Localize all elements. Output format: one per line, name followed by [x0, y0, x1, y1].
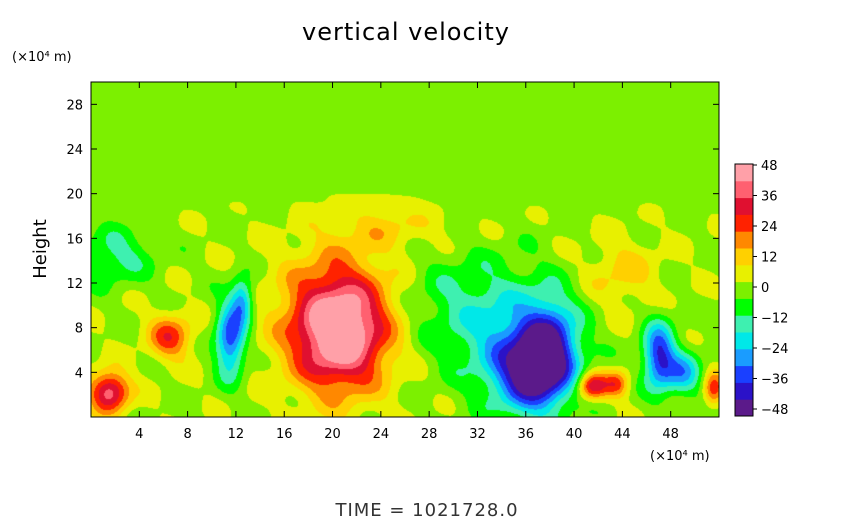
x-tick-label: 28: [421, 427, 438, 442]
colorbar-swatches: [735, 164, 753, 417]
colorbar-swatch: [735, 164, 753, 182]
colorbar-label: 36: [761, 190, 778, 205]
colorbar-swatch: [735, 348, 753, 367]
x-tick-label: 40: [566, 427, 583, 442]
x-tick-label: 8: [183, 427, 191, 442]
y-tick-label: 28: [66, 98, 83, 113]
colorbar-frame: [734, 163, 754, 417]
x-tick-label: 44: [614, 427, 631, 442]
colorbar-label: −12: [761, 312, 788, 327]
time-label: TIME = 1021728.0: [334, 500, 518, 519]
colorbar-swatch: [735, 214, 753, 232]
x-tick-label: 24: [373, 427, 390, 442]
x-tick-label: 16: [276, 427, 293, 442]
colorbar-swatch: [735, 382, 753, 400]
colorbar-swatch: [735, 399, 753, 417]
colorbar-swatch: [735, 264, 753, 283]
colorbar-swatch: [735, 180, 753, 199]
y-tick-label: 4: [75, 366, 83, 381]
velocity-field-image: [91, 82, 719, 417]
x-tick-label: 48: [662, 427, 679, 442]
colorbar-swatch: [735, 332, 753, 350]
colorbar-label: −24: [761, 342, 788, 357]
x-tick-label: 4: [135, 427, 143, 442]
colorbar-label: 0: [761, 281, 769, 296]
colorbar-label: 48: [761, 159, 778, 174]
plot-frame: [90, 81, 720, 418]
x-axis-ticks: 4 8 12 16 20 24 28 32 36 40 44 48: [135, 82, 679, 442]
y-axis-ticks: 4 8 12 16 20 24 28: [66, 98, 719, 381]
colorbar-swatch: [735, 248, 753, 266]
colorbar: 48 36 24 12 0 −12 −24 −36 −48: [734, 159, 788, 418]
y-tick-label: 20: [66, 188, 83, 203]
x-axis-unit: (×10⁴ m): [650, 449, 710, 464]
colorbar-swatch: [735, 365, 753, 383]
colorbar-label: −36: [761, 373, 788, 388]
y-axis-label: Height: [30, 219, 51, 279]
y-tick-label: 8: [75, 322, 83, 337]
colorbar-swatch: [735, 315, 753, 333]
y-axis-unit: (×10⁴ m): [12, 50, 72, 65]
colorbar-swatch: [735, 231, 753, 249]
x-tick-label: 36: [517, 427, 534, 442]
colorbar-label: −48: [761, 403, 788, 418]
heatmap-plot-area: [90, 81, 720, 418]
colorbar-label: 12: [761, 251, 778, 266]
colorbar-swatch: [735, 281, 753, 299]
colorbar-swatch: [735, 197, 753, 215]
y-tick-label: 12: [66, 277, 83, 292]
y-tick-label: 16: [66, 232, 83, 247]
x-tick-label: 20: [324, 427, 341, 442]
y-tick-label: 24: [66, 143, 83, 158]
chart-title: vertical velocity: [302, 18, 510, 46]
colorbar-swatch: [735, 298, 753, 316]
colorbar-label: 24: [761, 220, 778, 235]
x-tick-label: 12: [228, 427, 245, 442]
colorbar-labels: 48 36 24 12 0 −12 −24 −36 −48: [753, 159, 788, 418]
x-tick-label: 32: [469, 427, 486, 442]
